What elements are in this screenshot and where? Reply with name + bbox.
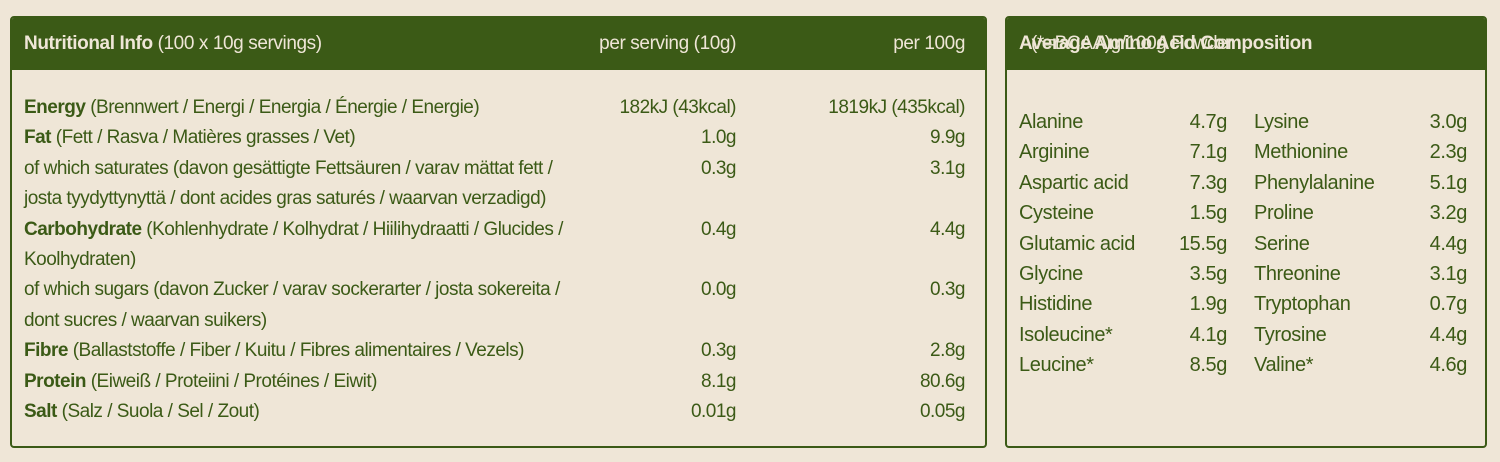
amino-acid-name: Tryptophan	[1254, 293, 1351, 316]
per-100g-value: 2.8g	[930, 340, 965, 362]
amino-acid-row: Serine 4.4g	[1254, 229, 1467, 259]
per-100g-value: 4.4g	[930, 218, 965, 240]
amino-acid-name: Glutamic acid	[1019, 232, 1135, 255]
amino-acid-panel: Average Amino Acid Composition (*=BCAA)g…	[1005, 16, 1487, 448]
per-serving-header: per serving (10g)	[599, 33, 736, 54]
per-serving-value: 0.01g	[690, 401, 737, 423]
amino-acid-row: Tyrosine 4.4g	[1254, 320, 1467, 350]
amino-acid-name: Aspartic acid	[1019, 171, 1129, 194]
amino-acid-value: 7.1g	[1189, 141, 1228, 164]
nutrient-label: of which sugars (davon Zucker / varav so…	[24, 279, 560, 331]
amino-acid-name: Tyrosine	[1254, 323, 1327, 346]
amino-acid-name: Valine*	[1254, 354, 1314, 377]
amino-acid-column-left: Alanine 4.7g Arginine 7.1g Aspartic acid 7.…	[1019, 107, 1227, 381]
amino-acid-row: Glutamic acid 15.5g	[1019, 229, 1227, 259]
nutrition-row-carbohydrate: Carbohydrate (Kohlenhydrate / Kolhydrat …	[24, 215, 965, 276]
amino-acid-value: 3.5g	[1189, 262, 1228, 285]
nutrient-label: Protein (Eiweiß / Proteiini / Protéines …	[24, 370, 377, 392]
amino-acid-name: Lysine	[1254, 111, 1309, 133]
nutrient-label: Fibre (Ballaststoffe / Fiber / Kuitu / F…	[24, 340, 524, 362]
amino-acid-value: 4.6g	[1429, 354, 1468, 377]
amino-acid-value: 3.1g	[1429, 262, 1468, 285]
per-100g-header: per 100g	[893, 33, 965, 54]
amino-acid-value: 1.9g	[1189, 293, 1228, 316]
per-100g-value: 1819kJ (435kcal)	[828, 97, 965, 118]
per-100g-value: 80.6g	[919, 370, 966, 392]
amino-acid-row: Arginine 7.1g	[1019, 137, 1227, 167]
amino-acid-name: Alanine	[1019, 111, 1083, 133]
amino-acid-value: 4.4g	[1429, 232, 1468, 255]
nutrition-table: Energy (Brennwert / Energi / Energia / É…	[24, 93, 966, 427]
amino-acid-name: Serine	[1254, 232, 1310, 255]
per-100g-value: 0.05g	[919, 401, 966, 423]
amino-acid-name: Glycine	[1019, 262, 1083, 285]
per-serving-value: 0.4g	[701, 218, 736, 240]
nutrient-label: Carbohydrate (Kohlenhydrate / Kolhydrat …	[24, 218, 563, 271]
amino-acid-name: Threonine	[1254, 262, 1341, 285]
amino-acid-row: Histidine 1.9g	[1019, 289, 1227, 319]
amino-acid-row: Aspartic acid 7.3g	[1019, 168, 1227, 198]
per-serving-value: 0.3g	[701, 340, 736, 362]
amino-acid-row: Glycine 3.5g	[1019, 259, 1227, 289]
amino-acid-row: Lysine 3.0g	[1254, 107, 1467, 137]
amino-acid-value: 1.5g	[1189, 202, 1228, 225]
nutrient-label: Energy (Brennwert / Energi / Energia / É…	[24, 97, 480, 118]
amino-acid-column-right: Lysine 3.0g Methionine 2.3g Phenylalanine 5…	[1254, 107, 1467, 381]
amino-acid-row: Proline 3.2g	[1254, 198, 1467, 228]
per-serving-value: 8.1g	[701, 370, 736, 392]
nutrition-panel: Nutritional Info (100 x 10g servings) pe…	[10, 16, 987, 448]
amino-acid-row: Isoleucine* 4.1g	[1019, 320, 1227, 350]
amino-acid-header: Average Amino Acid Composition (*=BCAA)g…	[1007, 18, 1485, 70]
amino-acid-name: Proline	[1254, 202, 1314, 225]
amino-acid-value: 4.4g	[1429, 323, 1468, 346]
amino-acid-title: Average Amino Acid Composition (*=BCAA)g…	[1019, 33, 1313, 54]
amino-acid-name: Histidine	[1019, 293, 1093, 316]
amino-acid-name: Methionine	[1254, 141, 1348, 164]
amino-acid-row: Methionine 2.3g	[1254, 137, 1467, 167]
nutrient-label: of which saturates (davon gesättigte Fet…	[24, 157, 553, 210]
amino-acid-value: 4.1g	[1189, 323, 1228, 346]
per-100g-value: 3.1g	[930, 157, 965, 179]
nutrition-title: Nutritional Info (100 x 10g servings)	[24, 33, 322, 54]
per-100g-value: 9.9g	[930, 127, 965, 149]
nutrition-row-saturates: of which saturates (davon gesättigte Fet…	[24, 154, 965, 215]
amino-acid-row: Threonine 3.1g	[1254, 259, 1467, 289]
per-serving-value: 1.0g	[701, 127, 736, 149]
amino-acid-name: Isoleucine*	[1019, 323, 1113, 346]
amino-acid-value: 7.3g	[1189, 171, 1228, 194]
amino-acid-row: Phenylalanine 5.1g	[1254, 168, 1467, 198]
amino-acid-value: 3.0g	[1429, 111, 1468, 133]
amino-acid-row: Cysteine 1.5g	[1019, 198, 1227, 228]
amino-acid-value: 15.5g	[1178, 232, 1227, 255]
nutrition-row-sugars: of which sugars (davon Zucker / varav so…	[24, 275, 965, 336]
per-serving-value: 0.3g	[701, 157, 736, 179]
nutrition-header: Nutritional Info (100 x 10g servings) pe…	[12, 18, 985, 70]
amino-acid-name: Cysteine	[1019, 202, 1094, 225]
nutrient-label: Fat (Fett / Rasva / Matières grasses / V…	[24, 127, 356, 149]
amino-acid-value: 4.7g	[1189, 111, 1228, 133]
amino-acid-value: 0.7g	[1429, 293, 1468, 316]
amino-acid-value: 5.1g	[1429, 171, 1468, 194]
per-100g-value: 0.3g	[930, 279, 965, 301]
amino-acid-name: Leucine*	[1019, 354, 1094, 377]
per-serving-value: 0.0g	[701, 279, 736, 301]
nutrition-row-energy: Energy (Brennwert / Energi / Energia / É…	[24, 93, 965, 123]
nutrition-row-fat: Fat (Fett / Rasva / Matières grasses / V…	[24, 123, 965, 153]
nutrient-label: Salt (Salz / Suola / Sel / Zout)	[24, 401, 260, 423]
nutrition-row-fibre: Fibre (Ballaststoffe / Fiber / Kuitu / F…	[24, 336, 965, 366]
amino-acid-row: Valine* 4.6g	[1254, 350, 1467, 380]
per-serving-value: 182kJ (43kcal)	[619, 97, 736, 118]
amino-acid-value: 2.3g	[1429, 141, 1468, 164]
nutrition-row-protein: Protein (Eiweiß / Proteiini / Protéines …	[24, 367, 966, 397]
amino-acid-value: 8.5g	[1189, 354, 1228, 377]
amino-acid-row: Tryptophan 0.7g	[1254, 289, 1467, 319]
amino-acid-value: 3.2g	[1429, 202, 1468, 225]
amino-acid-row: Alanine 4.7g	[1019, 107, 1227, 137]
amino-acid-row: Leucine* 8.5g	[1019, 350, 1227, 380]
nutrition-row-salt: Salt (Salz / Suola / Sel / Zout) 0.01g 0…	[24, 397, 966, 427]
amino-acid-name: Arginine	[1019, 141, 1090, 164]
amino-acid-name: Phenylalanine	[1254, 171, 1375, 194]
